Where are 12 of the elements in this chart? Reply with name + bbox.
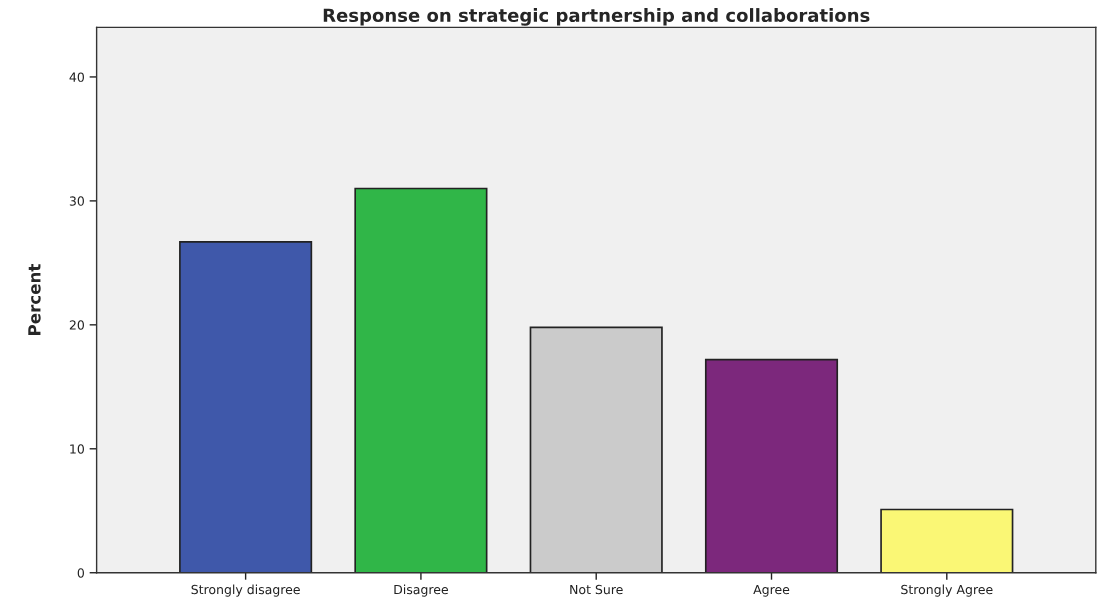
y-tick-label: 40 xyxy=(69,72,84,82)
y-tick-label: 10 xyxy=(70,444,84,454)
x-tick-label: Not Sure xyxy=(570,584,623,595)
y-tick-label: 0 xyxy=(77,568,84,578)
x-tick-label: Strongly Agree xyxy=(901,584,993,597)
y-axis-title: Percent xyxy=(28,264,41,335)
x-tick-label: Strongly disagree xyxy=(191,584,300,597)
chart-title: Response on strategic partnership and collaborations xyxy=(323,8,870,26)
x-tick-label: Agree xyxy=(753,584,790,597)
x-tick-label: Disagree xyxy=(394,584,448,597)
y-tick-label: 20 xyxy=(69,320,84,330)
y-tick-label: 30 xyxy=(69,196,84,206)
